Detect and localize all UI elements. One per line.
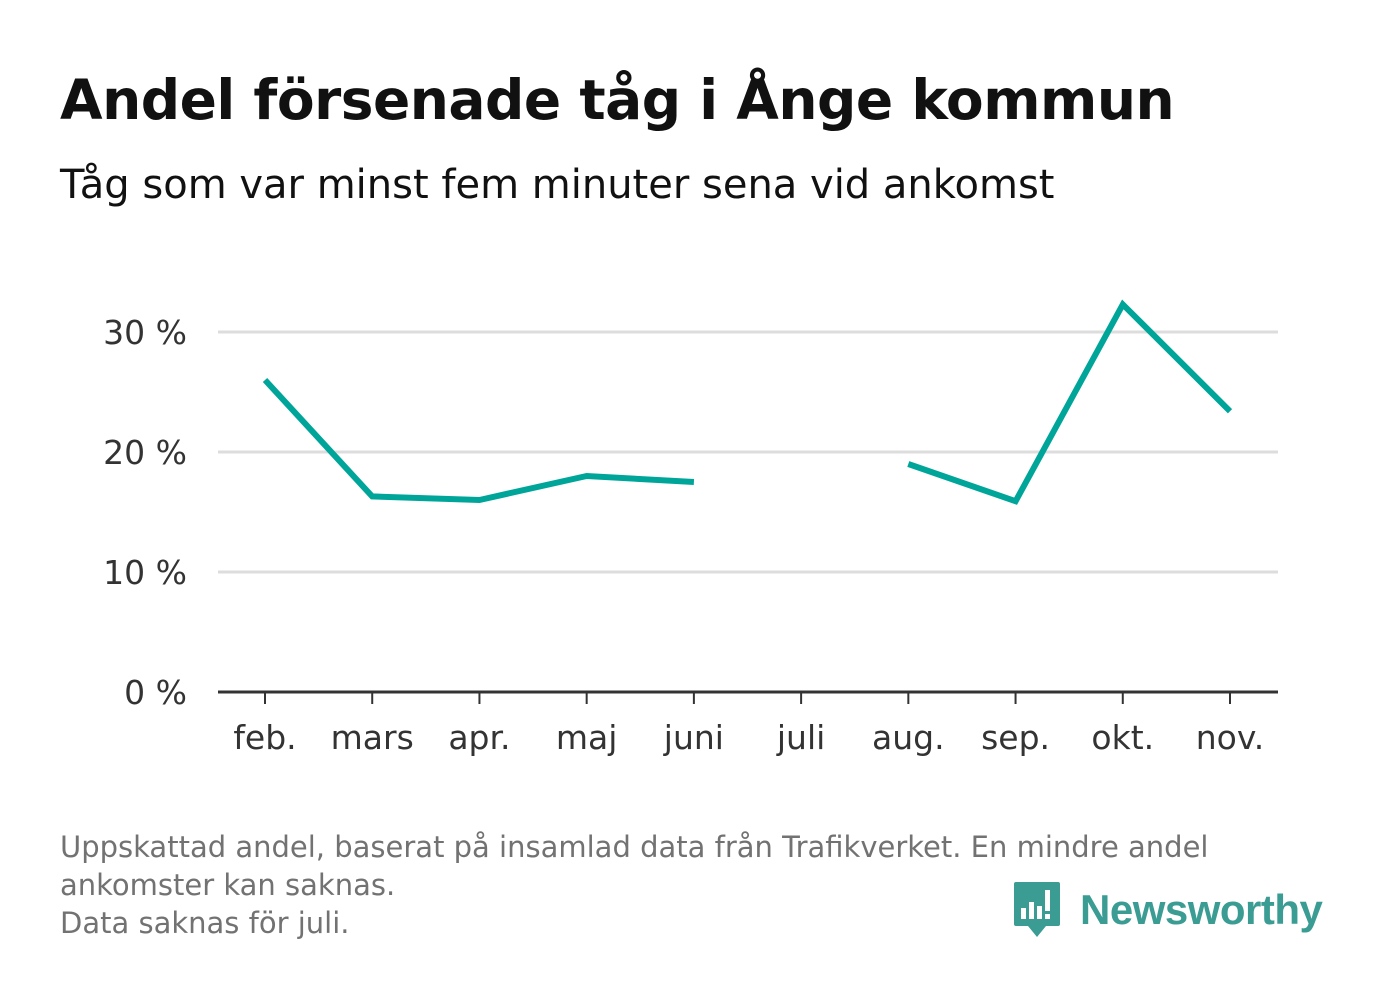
x-tick-label: feb.: [233, 718, 296, 757]
x-tick-label: okt.: [1091, 718, 1154, 757]
series-lines: [262, 299, 1233, 505]
series-line: [262, 377, 695, 504]
y-tick-label: 10 %: [103, 553, 187, 592]
brand-name: Newsworthy: [1080, 886, 1323, 933]
footnote-line: Data saknas för juli.: [60, 906, 350, 940]
x-axis-labels: feb. mars apr. maj juni juli aug. sep. okt. nov.: [233, 718, 1264, 757]
y-tick-label: 20 %: [103, 433, 187, 472]
x-tick-label: sep.: [981, 718, 1050, 757]
series-line: [907, 299, 1233, 505]
x-tick-label: apr.: [448, 718, 510, 757]
footnote: Uppskattad andel, baserat på insamlad da…: [60, 828, 1320, 942]
y-axis-labels: 0 % 10 % 20 % 30 %: [103, 313, 187, 712]
footnote-line: ankomster kan saknas.: [60, 868, 396, 902]
x-tick-label: nov.: [1196, 718, 1265, 757]
y-tick-label: 0 %: [124, 673, 187, 712]
x-tick-label: mars: [331, 718, 414, 757]
x-tick-label: juli: [776, 718, 825, 757]
x-tick-label: juni: [663, 718, 724, 757]
x-tick-label: aug.: [872, 718, 945, 757]
chart-subtitle: Tåg som var minst fem minuter sena vid a…: [60, 162, 1055, 208]
grid-lines: [218, 330, 1278, 574]
y-tick-label: 30 %: [103, 313, 187, 352]
newsworthy-logo-icon: [1014, 882, 1060, 937]
footnote-line: Uppskattad andel, baserat på insamlad da…: [60, 830, 1209, 864]
chart-title: Andel försenade tåg i Ånge kommun: [60, 68, 1175, 132]
line-chart: 0 % 10 % 20 % 30 % feb. mars apr. maj juni juli a…: [103, 299, 1278, 757]
x-axis: [218, 690, 1278, 704]
x-tick-label: maj: [556, 718, 618, 757]
brand: Newsworthy: [1012, 880, 1323, 940]
